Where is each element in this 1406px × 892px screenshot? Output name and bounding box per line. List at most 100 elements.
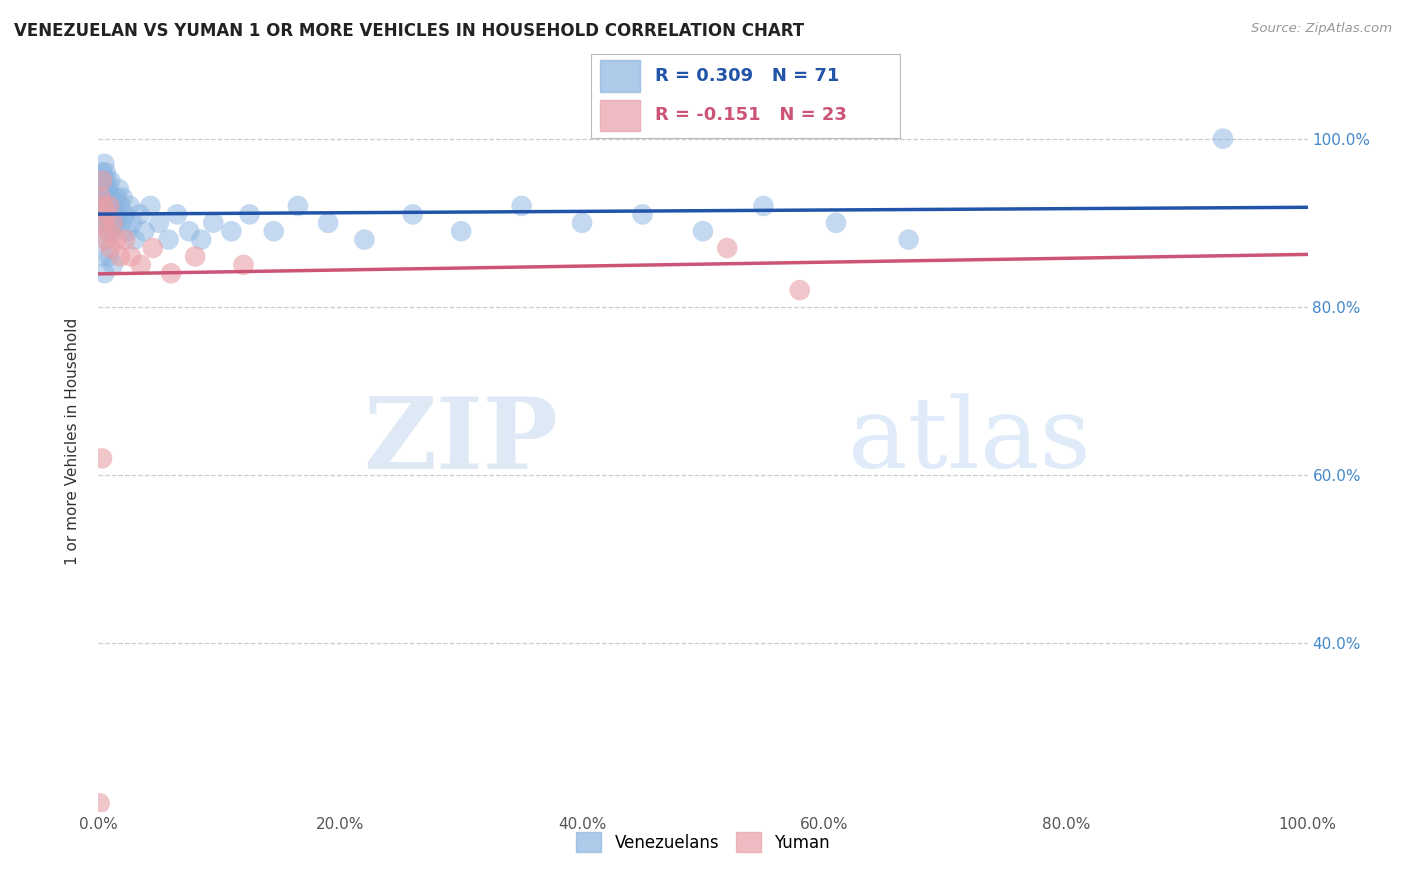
Point	[316, 216, 339, 230]
Point	[124, 233, 146, 247]
Point	[101, 224, 124, 238]
Point	[232, 258, 254, 272]
Point	[692, 224, 714, 238]
Point	[97, 207, 120, 221]
Point	[114, 207, 136, 221]
Point	[166, 207, 188, 221]
Point	[108, 182, 131, 196]
Point	[631, 207, 654, 221]
Point	[353, 233, 375, 247]
Point	[94, 165, 117, 179]
Point	[114, 233, 136, 247]
Point	[91, 182, 114, 196]
Point	[93, 266, 115, 280]
Legend: Venezuelans, Yuman: Venezuelans, Yuman	[569, 825, 837, 859]
Point	[1212, 131, 1234, 145]
Point	[100, 190, 122, 204]
Point	[239, 207, 262, 221]
Point	[91, 207, 114, 221]
Text: VENEZUELAN VS YUMAN 1 OR MORE VEHICLES IN HOUSEHOLD CORRELATION CHART: VENEZUELAN VS YUMAN 1 OR MORE VEHICLES I…	[14, 22, 804, 40]
Point	[716, 241, 738, 255]
Point	[91, 165, 114, 179]
Point	[142, 241, 165, 255]
Point	[100, 241, 122, 255]
Point	[825, 216, 848, 230]
Point	[103, 199, 125, 213]
Point	[97, 224, 120, 238]
Point	[90, 190, 112, 204]
Point	[91, 174, 114, 188]
Bar	[600, 61, 640, 92]
Point	[129, 258, 152, 272]
Point	[93, 216, 115, 230]
Point	[110, 216, 132, 230]
Bar	[600, 100, 640, 131]
Text: Source: ZipAtlas.com: Source: ZipAtlas.com	[1251, 22, 1392, 36]
Point	[100, 174, 122, 188]
Point	[91, 190, 114, 204]
Point	[101, 258, 124, 272]
Point	[94, 233, 117, 247]
Point	[104, 216, 127, 230]
Point	[100, 199, 122, 213]
Point	[108, 199, 131, 213]
Point	[287, 199, 309, 213]
Point	[90, 174, 112, 188]
Point	[148, 216, 170, 230]
Point	[91, 216, 114, 230]
Point	[263, 224, 285, 238]
Point	[105, 190, 128, 204]
Point	[571, 216, 593, 230]
Point	[118, 199, 141, 213]
Point	[91, 451, 114, 466]
Text: ZIP: ZIP	[363, 393, 558, 490]
Point	[101, 216, 124, 230]
Point	[120, 250, 142, 264]
Text: R = -0.151   N = 23: R = -0.151 N = 23	[655, 106, 848, 124]
Point	[100, 216, 122, 230]
Point	[402, 207, 425, 221]
Point	[90, 199, 112, 213]
Point	[179, 224, 201, 238]
Point	[190, 233, 212, 247]
Point	[221, 224, 243, 238]
Point	[134, 224, 156, 238]
Point	[91, 199, 114, 213]
Point	[752, 199, 775, 213]
Point	[107, 207, 129, 221]
Point	[91, 174, 114, 188]
Y-axis label: 1 or more Vehicles in Household: 1 or more Vehicles in Household	[65, 318, 80, 566]
Point	[98, 199, 121, 213]
Point	[105, 233, 128, 247]
Text: R = 0.309   N = 71: R = 0.309 N = 71	[655, 68, 839, 86]
Point	[897, 233, 920, 247]
Point	[98, 190, 121, 204]
Point	[117, 224, 139, 238]
Point	[202, 216, 225, 230]
Point	[121, 216, 143, 230]
Point	[96, 233, 118, 247]
Point	[89, 797, 111, 811]
Point	[93, 199, 115, 213]
Point	[139, 199, 162, 213]
Point	[98, 216, 121, 230]
Point	[510, 199, 533, 213]
Point	[96, 207, 118, 221]
Point	[160, 266, 183, 280]
Point	[91, 250, 114, 264]
Text: atlas: atlas	[848, 393, 1091, 490]
Point	[98, 250, 121, 264]
Point	[97, 182, 120, 196]
Point	[450, 224, 472, 238]
Point	[111, 190, 134, 204]
Point	[89, 190, 111, 204]
Point	[93, 157, 115, 171]
Point	[93, 182, 115, 196]
Point	[101, 207, 124, 221]
Point	[157, 233, 180, 247]
Point	[184, 250, 207, 264]
Point	[789, 283, 811, 297]
Point	[96, 199, 118, 213]
Point	[94, 207, 117, 221]
Point	[97, 224, 120, 238]
